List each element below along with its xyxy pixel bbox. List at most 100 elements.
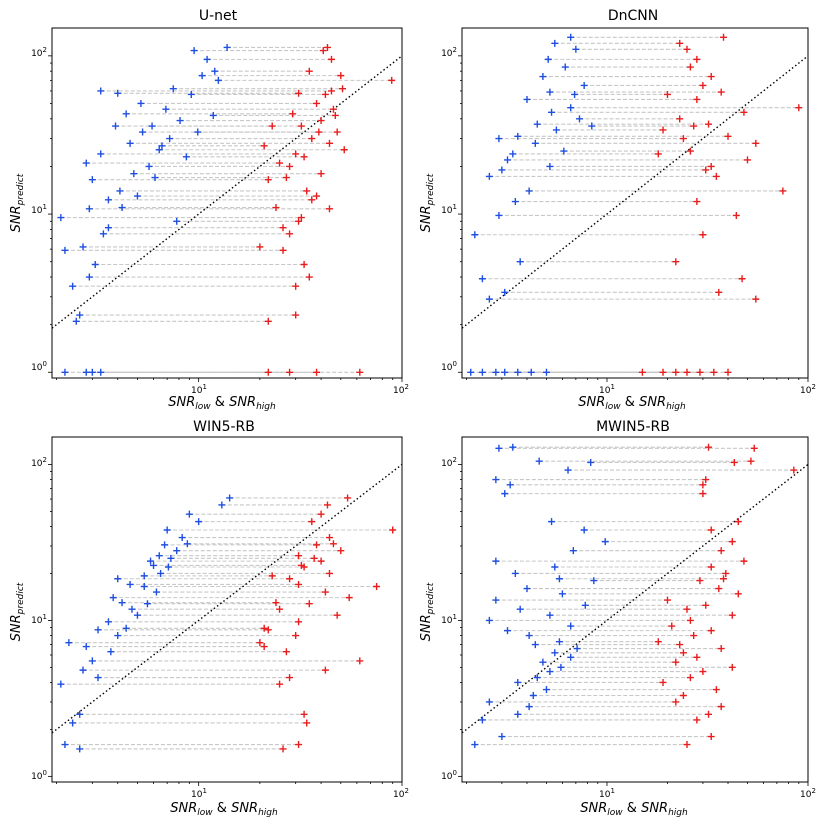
high-snr-point [331, 111, 339, 119]
high-snr-point [321, 666, 329, 674]
high-snr-point [752, 295, 760, 303]
low-snr-point [485, 295, 493, 303]
high-snr-point [702, 476, 710, 484]
high-snr-point [300, 260, 308, 268]
low-snr-point [61, 246, 69, 254]
low-snr-point [104, 196, 112, 204]
low-snr-point [185, 510, 193, 518]
low-snr-point [516, 605, 524, 613]
low-snr-point [109, 594, 117, 602]
high-snr-point [256, 243, 264, 251]
high-snr-point [712, 686, 720, 694]
low-snr-point [539, 73, 547, 81]
identity-line [461, 55, 809, 329]
low-snr-point [492, 557, 500, 565]
high-snr-point [686, 147, 694, 155]
low-snr-point [88, 657, 96, 665]
high-snr-point [329, 105, 337, 113]
high-snr-point [305, 273, 313, 281]
high-snr-point [337, 72, 345, 80]
low-snr-point [133, 611, 141, 619]
high-snr-point [373, 582, 381, 590]
low-snr-point [573, 645, 581, 653]
high-snr-point [752, 139, 760, 147]
high-snr-point [676, 115, 684, 123]
high-snr-point [740, 557, 748, 565]
low-snr-point [587, 458, 595, 466]
high-snr-point [717, 547, 725, 555]
high-snr-point [389, 526, 397, 534]
high-snr-point [308, 135, 316, 143]
low-snr-point [76, 745, 84, 753]
low-snr-point [76, 311, 84, 319]
high-snr-point [286, 575, 294, 583]
low-snr-point [223, 43, 231, 51]
high-snr-point [264, 176, 272, 184]
low-snr-point [498, 733, 506, 741]
high-snr-point [295, 618, 303, 626]
low-snr-point [501, 490, 509, 498]
high-snr-point [668, 622, 676, 630]
low-snr-point [158, 142, 166, 150]
low-snr-point [546, 88, 554, 96]
low-snr-point [544, 55, 552, 63]
low-snr-point [467, 368, 475, 376]
low-snr-point [478, 275, 486, 283]
low-snr-point [82, 159, 90, 167]
high-snr-point [279, 745, 287, 753]
low-snr-point [523, 585, 531, 593]
high-snr-point [272, 599, 280, 607]
high-snr-point [340, 146, 348, 154]
low-snr-point [57, 680, 65, 688]
low-snr-point [148, 122, 156, 130]
high-snr-point [344, 494, 352, 502]
high-snr-point [724, 368, 732, 376]
low-snr-point [76, 710, 84, 718]
y-tick-label: 100 [31, 769, 47, 782]
low-snr-point [514, 132, 522, 140]
y-axis-label: SNRpredict [9, 582, 26, 641]
low-snr-point [190, 47, 198, 55]
high-snr-point [295, 89, 303, 97]
low-snr-point [69, 719, 77, 727]
low-snr-point [218, 501, 226, 509]
low-snr-point [166, 135, 174, 143]
high-snr-point [693, 95, 701, 103]
low-snr-point [514, 368, 522, 376]
high-snr-point [268, 122, 276, 130]
high-snr-point [699, 668, 707, 676]
low-snr-point [548, 518, 556, 526]
low-snr-point [118, 204, 126, 212]
high-snr-point [690, 632, 698, 640]
low-snr-point [128, 605, 136, 613]
high-snr-point [295, 217, 303, 225]
high-snr-point [260, 643, 268, 651]
panel-win5-rb: WIN5-RB 101 102 100 101 102 SNRlow & SNR… [9, 419, 409, 818]
high-snr-point [276, 159, 284, 167]
high-snr-point [717, 645, 725, 653]
low-snr-point [478, 716, 486, 724]
high-snr-point [276, 605, 284, 613]
low-snr-point [569, 547, 577, 555]
low-snr-point [546, 162, 554, 170]
high-snr-point [297, 214, 305, 222]
low-snr-point [163, 526, 171, 534]
high-snr-point [707, 733, 715, 741]
high-snr-point [679, 691, 687, 699]
high-snr-point [693, 716, 701, 724]
high-snr-point [707, 162, 715, 170]
high-snr-point [712, 172, 720, 180]
low-snr-point [485, 172, 493, 180]
low-snr-point [114, 575, 122, 583]
low-snr-point [57, 214, 65, 222]
low-snr-point [130, 170, 138, 178]
low-snr-point [97, 150, 105, 158]
x-axis-label: SNRlow & SNRhigh [170, 801, 278, 818]
low-snr-point [167, 554, 175, 562]
high-snr-point [686, 63, 694, 71]
high-snr-point [356, 657, 364, 665]
low-snr-point [516, 258, 524, 266]
x-tick-label: 102 [393, 383, 409, 396]
high-snr-point [305, 600, 313, 608]
high-snr-point [705, 710, 713, 718]
